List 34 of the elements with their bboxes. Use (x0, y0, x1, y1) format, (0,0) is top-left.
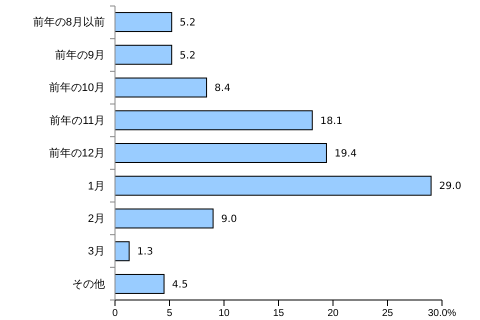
y-tick-label: 前年の10月 (48, 82, 105, 94)
x-tick-label: 25 (382, 308, 394, 320)
x-tick-label: 0 (112, 308, 118, 320)
bar (114, 241, 130, 262)
bar (114, 78, 208, 98)
data-label: 8.4 (214, 83, 230, 94)
y-tick-label: 前年の9月 (54, 49, 105, 62)
x-tick-label: 15 (272, 308, 284, 320)
data-label: 29.0 (439, 181, 462, 192)
y-tick-label: 3月 (88, 246, 105, 258)
x-tick-label: 30.0% (428, 308, 456, 320)
data-label: 1.3 (137, 246, 154, 258)
data-label: 9.0 (221, 214, 238, 225)
bar (114, 176, 432, 196)
bar (114, 110, 313, 130)
y-tick-label: 前年の12月 (48, 148, 105, 160)
bar (114, 208, 214, 228)
bar (114, 44, 172, 65)
bar (114, 143, 327, 163)
data-label: 5.2 (180, 18, 196, 29)
bar (114, 12, 172, 32)
x-tick-label: 20 (327, 308, 339, 320)
data-label: 19.4 (334, 148, 357, 160)
y-tick-label: 前年の8月以前 (32, 16, 105, 29)
y-tick-label: 前年の11月 (50, 114, 105, 127)
y-tick-label: その他 (72, 278, 105, 290)
data-label: 18.1 (320, 116, 343, 127)
data-label: 4.5 (172, 279, 188, 290)
bar (114, 274, 165, 294)
x-tick-label: 5 (166, 308, 173, 320)
x-tick-label: 10 (218, 308, 230, 320)
y-tick-label: 1月 (88, 180, 105, 192)
y-tick-label: 2月 (88, 213, 105, 225)
data-label: 5.2 (180, 50, 196, 62)
